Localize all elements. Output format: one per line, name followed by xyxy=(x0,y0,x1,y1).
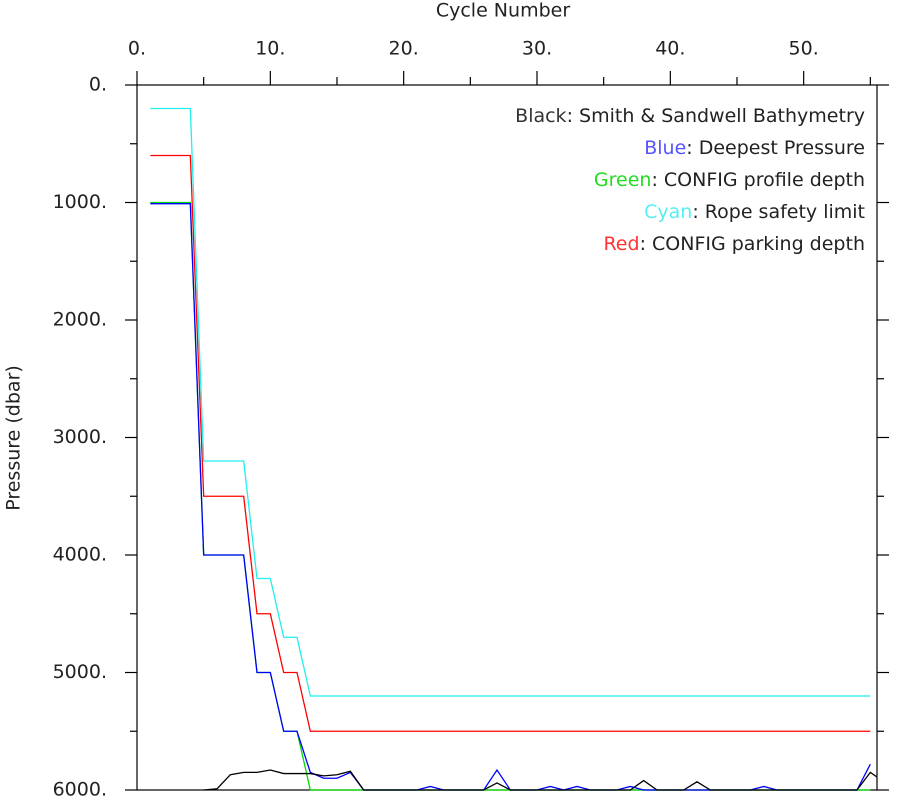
legend-separator: : xyxy=(692,201,704,223)
legend-color-word: Black xyxy=(515,105,566,127)
y-tick-label: 5000. xyxy=(53,661,107,683)
x-tick-label: 10. xyxy=(255,38,285,60)
series-line xyxy=(203,769,877,791)
legend-separator: : xyxy=(651,169,663,191)
axes: 0. 10. 20. 30. 40. 50. 0. 1000. 2000. 3000. 4000. 5… xyxy=(53,38,889,800)
legend-label: CONFIG profile depth xyxy=(664,169,865,191)
series-line xyxy=(150,203,871,791)
x-tick-label: 0. xyxy=(128,38,146,60)
legend-label: Rope safety limit xyxy=(705,201,865,223)
legend-color-word: Red xyxy=(603,233,639,255)
y-tick-label: 2000. xyxy=(53,309,107,331)
legend: Black: Smith & Sandwell Bathymetry Blue: … xyxy=(515,105,865,255)
legend-separator: : xyxy=(686,137,698,159)
series-line xyxy=(150,154,871,732)
y-tick-label: 1000. xyxy=(53,191,107,213)
legend-separator: : xyxy=(640,233,652,255)
x-tick-label: 20. xyxy=(389,38,419,60)
x-axis-title: Cycle Number xyxy=(436,0,570,22)
series-line xyxy=(150,201,871,791)
y-tick-label: 0. xyxy=(89,74,107,96)
legend-color-word: Blue xyxy=(644,137,686,159)
y-tick-label: 6000. xyxy=(53,779,107,800)
y-tick-label: 3000. xyxy=(53,426,107,448)
y-axis-title: Pressure (dbar) xyxy=(3,365,25,511)
legend-separator: : xyxy=(567,105,579,127)
plot-frame xyxy=(136,84,878,791)
series-line xyxy=(150,107,871,697)
legend-color-word: Cyan xyxy=(644,201,692,223)
legend-label: Smith & Sandwell Bathymetry xyxy=(579,105,865,127)
legend-label: Deepest Pressure xyxy=(699,137,865,159)
legend-entry: Red: CONFIG parking depth xyxy=(603,233,865,255)
legend-entry: Blue: Deepest Pressure xyxy=(644,137,865,159)
plot-area xyxy=(150,107,877,791)
legend-color-word: Green xyxy=(594,169,652,191)
y-tick-label: 4000. xyxy=(53,544,107,566)
x-tick-label: 50. xyxy=(789,38,819,60)
legend-label: CONFIG parking depth xyxy=(652,233,865,255)
legend-entry: Black: Smith & Sandwell Bathymetry xyxy=(515,105,865,127)
x-tick-label: 40. xyxy=(655,38,685,60)
x-tick-label: 30. xyxy=(522,38,552,60)
legend-entry: Green: CONFIG profile depth xyxy=(594,169,865,191)
legend-entry: Cyan: Rope safety limit xyxy=(644,201,865,223)
